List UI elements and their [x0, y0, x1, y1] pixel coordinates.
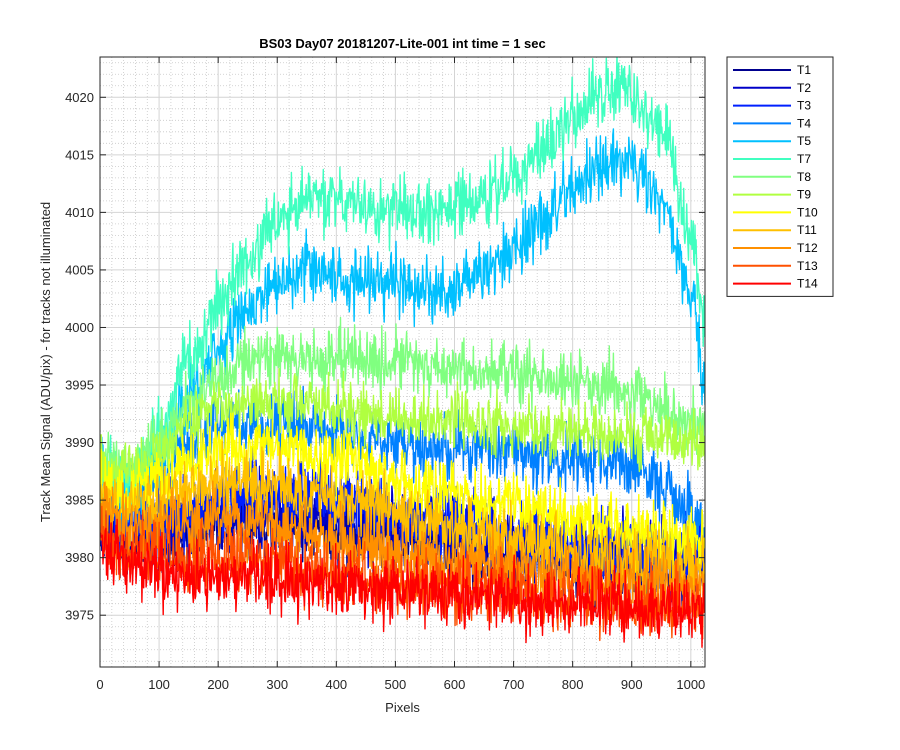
series-line-t8	[100, 316, 705, 496]
legend-label: T14	[797, 277, 818, 291]
x-tick-label: 700	[503, 677, 525, 692]
x-tick-label: 600	[444, 677, 466, 692]
legend-label: T7	[797, 152, 811, 166]
x-tick-label: 200	[207, 677, 229, 692]
series-line-t14	[100, 518, 705, 648]
series-line-t10	[100, 412, 705, 582]
y-axis-title: Track Mean Signal (ADU/pix) - for tracks…	[38, 202, 53, 522]
x-tick-label: 500	[385, 677, 407, 692]
legend-label: T11	[797, 223, 817, 237]
legend-label: T4	[797, 116, 811, 130]
legend-label: T2	[797, 81, 811, 95]
chart-title: BS03 Day07 20181207-Lite-001 int time = …	[259, 36, 546, 51]
y-tick-label: 4020	[65, 90, 94, 105]
x-tick-label: 900	[621, 677, 643, 692]
legend-label: T8	[797, 170, 811, 184]
legend-label: T13	[797, 259, 818, 273]
legend-label: T9	[797, 188, 811, 202]
ticks: 0 100 200 300 400 500 600 700 800 900 1000 3975 3980…	[65, 57, 705, 692]
y-tick-label: 3990	[65, 435, 94, 450]
legend-label: T10	[797, 205, 818, 219]
y-tick-label: 3975	[65, 608, 94, 623]
x-tick-label: 1000	[676, 677, 705, 692]
legend-label: T5	[797, 134, 811, 148]
y-tick-label: 3995	[65, 378, 94, 393]
legend-label: T3	[797, 99, 811, 113]
y-tick-label: 3980	[65, 550, 94, 565]
series-line-t9	[100, 368, 705, 504]
plot-frame	[99, 56, 706, 668]
series-line-t7	[100, 57, 705, 509]
legend-label: T12	[797, 241, 818, 255]
x-tick-label: 100	[148, 677, 170, 692]
y-tick-label: 4015	[65, 147, 94, 162]
legend-label: T1	[797, 63, 811, 77]
y-tick-label: 4010	[65, 205, 94, 220]
x-tick-label: 400	[325, 677, 347, 692]
y-tick-label: 3985	[65, 493, 94, 508]
series-group	[100, 57, 705, 648]
x-tick-label: 0	[96, 677, 103, 692]
legend: T1 T2 T3 T4 T5 T7 T8 T9 T10 T11 T12 T13 T14	[726, 56, 834, 297]
y-tick-label: 4005	[65, 262, 94, 277]
y-tick-label: 4000	[65, 320, 94, 335]
x-tick-label: 300	[266, 677, 288, 692]
x-tick-label: 800	[562, 677, 584, 692]
x-axis-title: Pixels	[385, 700, 420, 715]
